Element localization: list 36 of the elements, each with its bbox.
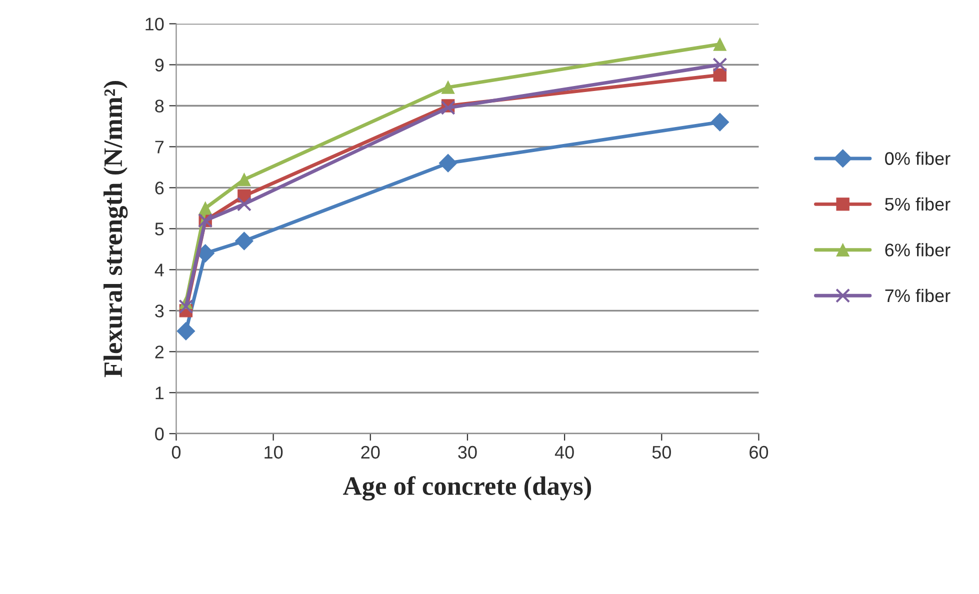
y-tick-label: 0 [155,428,164,440]
point [238,172,251,186]
x-tick-label: 40 [554,446,574,459]
y-tick-label: 9 [155,58,164,72]
point [441,80,455,94]
point [710,112,730,132]
y-tick-label: 2 [155,346,164,358]
point [713,38,726,51]
legend-label: 5% fiber [885,197,950,211]
legend-label: 6% fiber [885,243,950,256]
y-tick-label: 8 [155,100,164,112]
x-tick-label: 50 [652,446,671,459]
x-tick-label: 10 [264,446,283,459]
legend-label: 0% fiber [885,152,950,165]
y-tick-label: 6 [155,182,164,194]
point [712,57,728,72]
x-axis-title: Age of concrete (days) [343,476,592,501]
point [176,322,196,340]
point [438,154,458,172]
point [236,196,252,212]
y-tick-label: 3 [155,304,164,318]
y-tick-label: 10 [146,18,164,30]
x-tick-label: 20 [361,446,380,459]
x-tick-label: 30 [458,446,477,459]
x-tick-label: 0 [172,446,181,459]
point [178,299,194,314]
point [440,100,456,116]
y-axis-title: Flexural strength (N/mm²) [104,81,128,378]
y-tick-label: 4 [154,264,164,276]
y-tick-label: 7 [155,140,164,154]
point [198,202,212,215]
x-tick-label: 60 [750,446,768,459]
legend-label: 7% fiber [885,288,950,302]
y-tick-label: 1 [156,386,164,400]
point [234,232,254,250]
y-tick-label: 5 [155,222,164,236]
